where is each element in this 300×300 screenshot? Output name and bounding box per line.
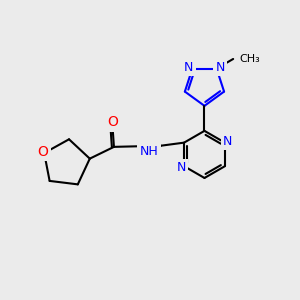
Text: O: O xyxy=(107,115,118,129)
Text: O: O xyxy=(37,145,48,159)
Text: N: N xyxy=(215,61,225,74)
Text: CH₃: CH₃ xyxy=(240,54,260,64)
Text: N: N xyxy=(176,161,186,174)
Text: NH: NH xyxy=(140,145,158,158)
Text: N: N xyxy=(184,61,194,74)
Text: N: N xyxy=(223,135,232,148)
